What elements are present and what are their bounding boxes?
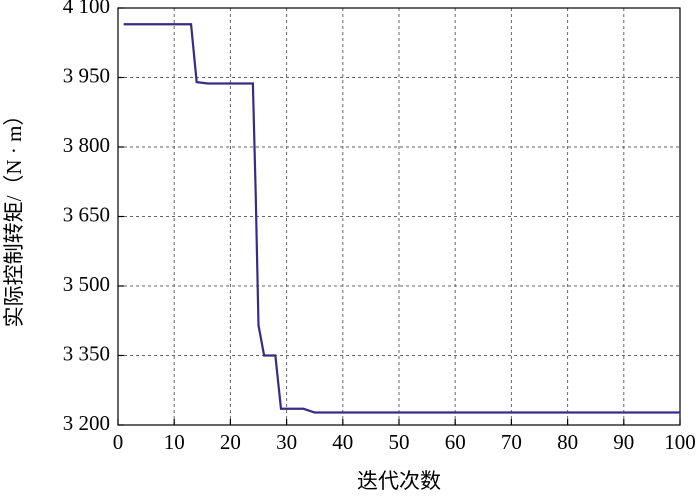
data-line [123, 23, 680, 414]
x-tick-label: 0 [113, 430, 124, 454]
y-tick-label: 4 100 [63, 0, 110, 18]
x-tick-label: 90 [613, 430, 634, 454]
y-tick-label: 3 200 [63, 411, 110, 435]
x-tick-label: 60 [445, 430, 466, 454]
x-tick-label: 30 [276, 430, 297, 454]
x-tick-label: 50 [389, 430, 410, 454]
y-tick-label: 3 350 [63, 341, 110, 365]
y-tick-label: 3 800 [63, 133, 110, 157]
y-tick-label: 3 950 [63, 63, 110, 87]
x-tick-label: 40 [332, 430, 353, 454]
x-axis-label: 迭代次数 [357, 469, 441, 493]
y-axis-label: 实际控制转矩/（N · m） [2, 105, 26, 328]
x-tick-label: 10 [164, 430, 185, 454]
x-tick-label: 80 [557, 430, 578, 454]
x-tick-label: 20 [220, 430, 241, 454]
y-tick-label: 3 650 [63, 202, 110, 226]
y-tick-label: 3 500 [63, 272, 110, 296]
x-tick-label: 70 [501, 430, 522, 454]
x-tick-label: 100 [664, 430, 696, 454]
plot-frame [117, 7, 681, 426]
